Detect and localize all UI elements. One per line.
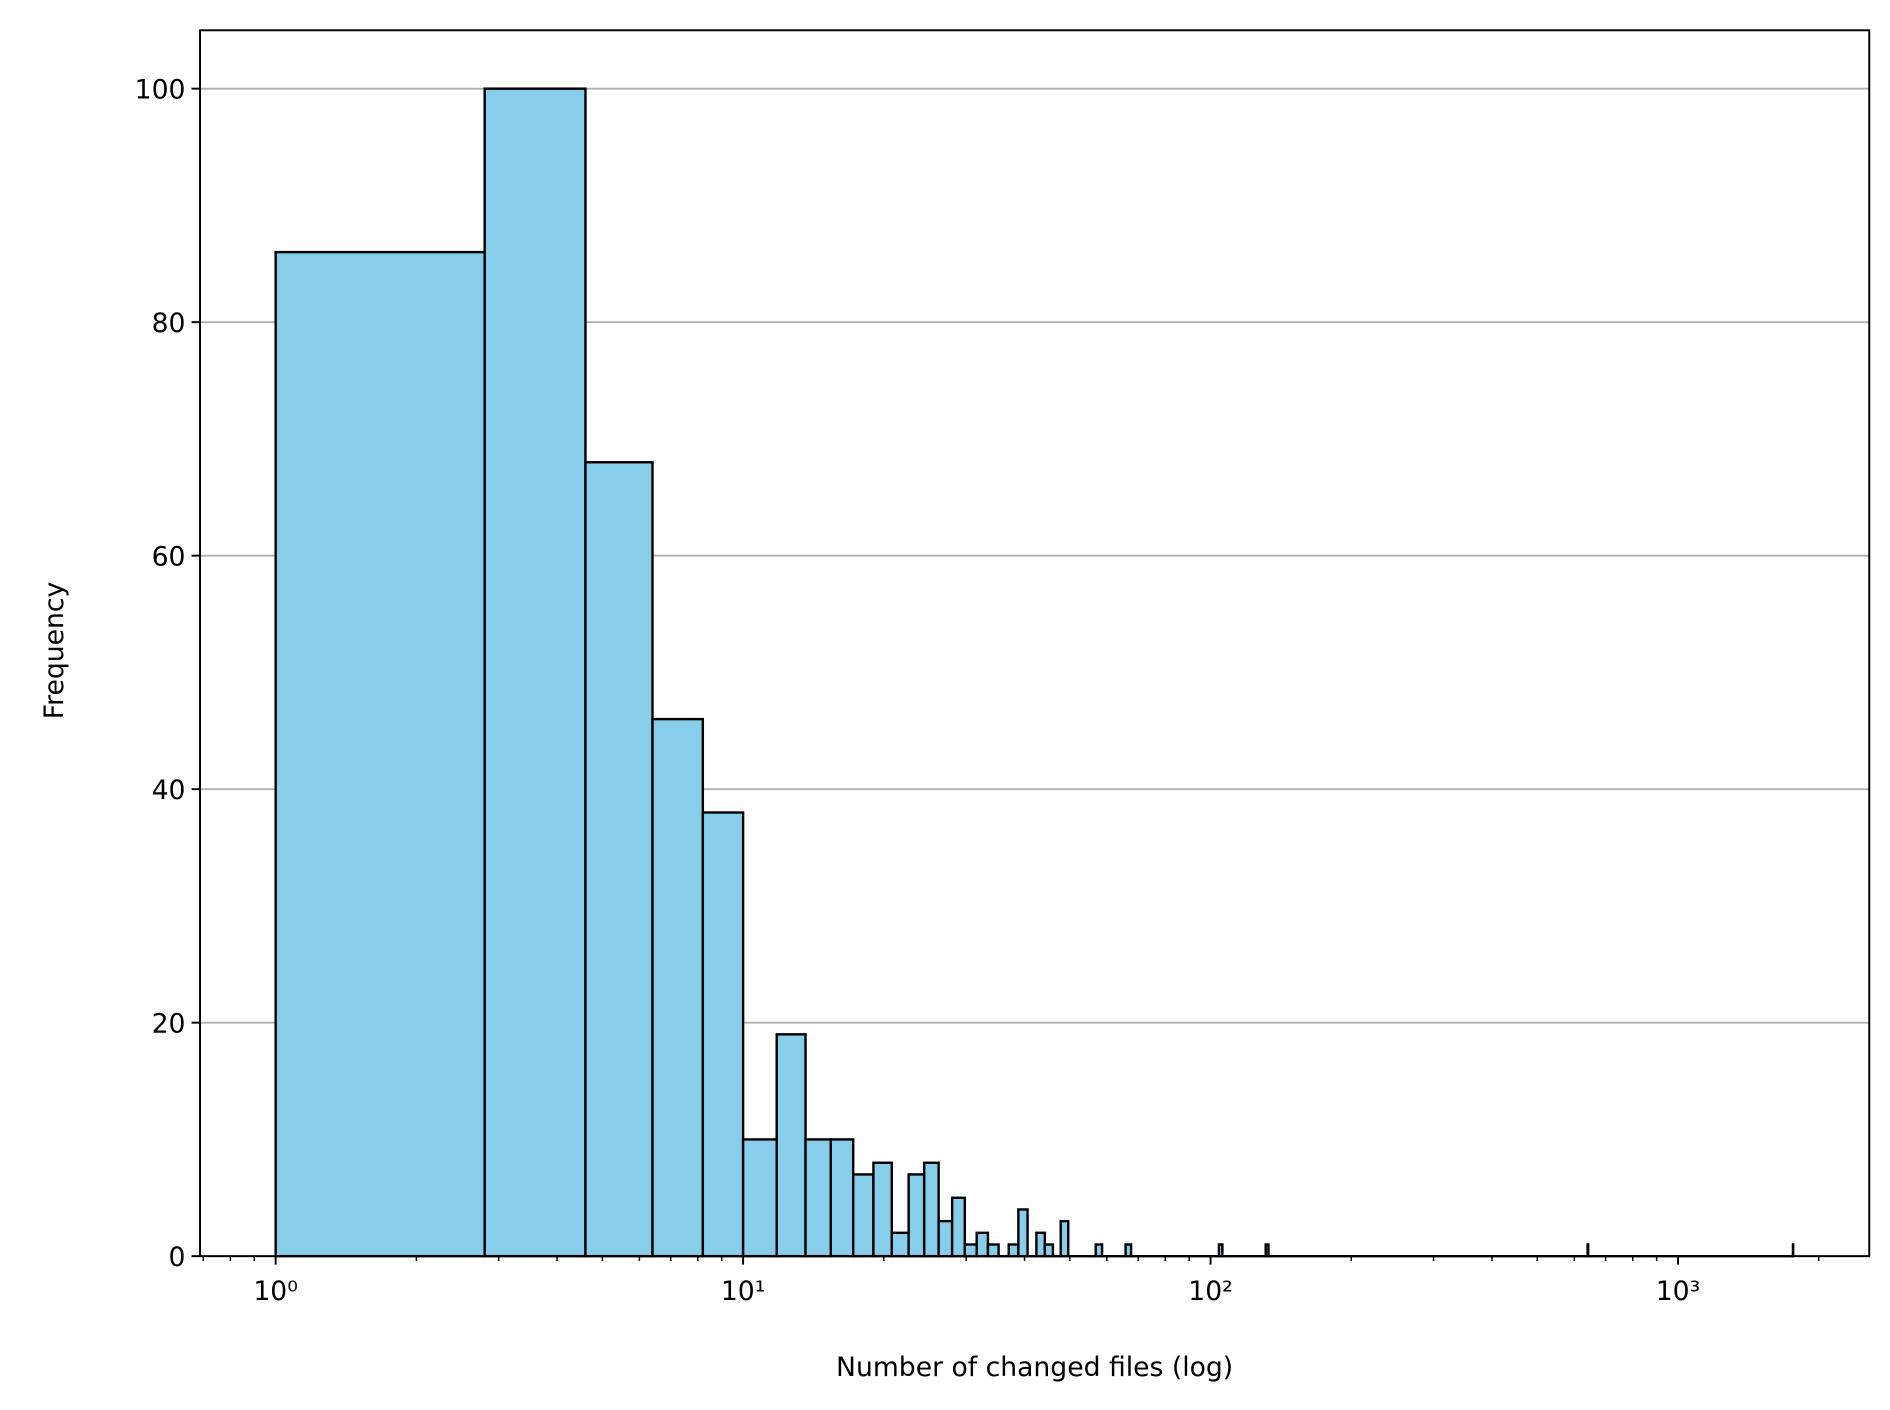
bar bbox=[741, 1138, 778, 1258]
bar bbox=[1007, 1243, 1020, 1258]
bar bbox=[890, 1231, 910, 1258]
bar bbox=[804, 1138, 832, 1258]
bar bbox=[775, 1033, 807, 1258]
y-tick-label: 100 bbox=[135, 74, 186, 105]
x-tick-label: 10³ bbox=[1656, 1276, 1701, 1307]
bar bbox=[1017, 1208, 1029, 1258]
y-tick-label: 0 bbox=[169, 1242, 186, 1273]
y-tick-label: 20 bbox=[152, 1008, 186, 1039]
x-tick-label: 10¹ bbox=[721, 1276, 766, 1307]
bar bbox=[907, 1173, 926, 1258]
bar bbox=[1124, 1243, 1133, 1258]
bar bbox=[1264, 1243, 1270, 1258]
bar bbox=[1094, 1243, 1104, 1258]
bar bbox=[1059, 1219, 1070, 1258]
x-tick-label: 10² bbox=[1188, 1276, 1233, 1307]
bar bbox=[1217, 1243, 1224, 1258]
bar bbox=[950, 1196, 966, 1258]
bar bbox=[1043, 1243, 1055, 1258]
bar bbox=[851, 1173, 875, 1258]
y-axis-label: Frequency bbox=[39, 582, 70, 720]
bar bbox=[1035, 1231, 1047, 1258]
y-tick-label: 80 bbox=[152, 308, 186, 339]
y-tick-label: 40 bbox=[152, 775, 186, 806]
bar bbox=[1586, 1243, 1590, 1258]
bar bbox=[274, 250, 486, 1258]
x-axis-label: Number of changed files (log) bbox=[836, 1352, 1233, 1383]
bar bbox=[963, 1243, 978, 1258]
bar bbox=[584, 461, 654, 1258]
bar bbox=[986, 1243, 1000, 1258]
bar bbox=[701, 811, 745, 1258]
bar bbox=[483, 87, 587, 1258]
bar bbox=[829, 1138, 855, 1258]
bar bbox=[975, 1231, 990, 1258]
bar bbox=[922, 1161, 940, 1258]
bar bbox=[937, 1219, 954, 1258]
bar bbox=[872, 1161, 894, 1258]
bar bbox=[651, 717, 705, 1258]
x-tick-label: 10⁰ bbox=[253, 1276, 298, 1307]
plot-frame bbox=[199, 29, 1871, 1258]
y-tick-label: 60 bbox=[152, 541, 186, 572]
